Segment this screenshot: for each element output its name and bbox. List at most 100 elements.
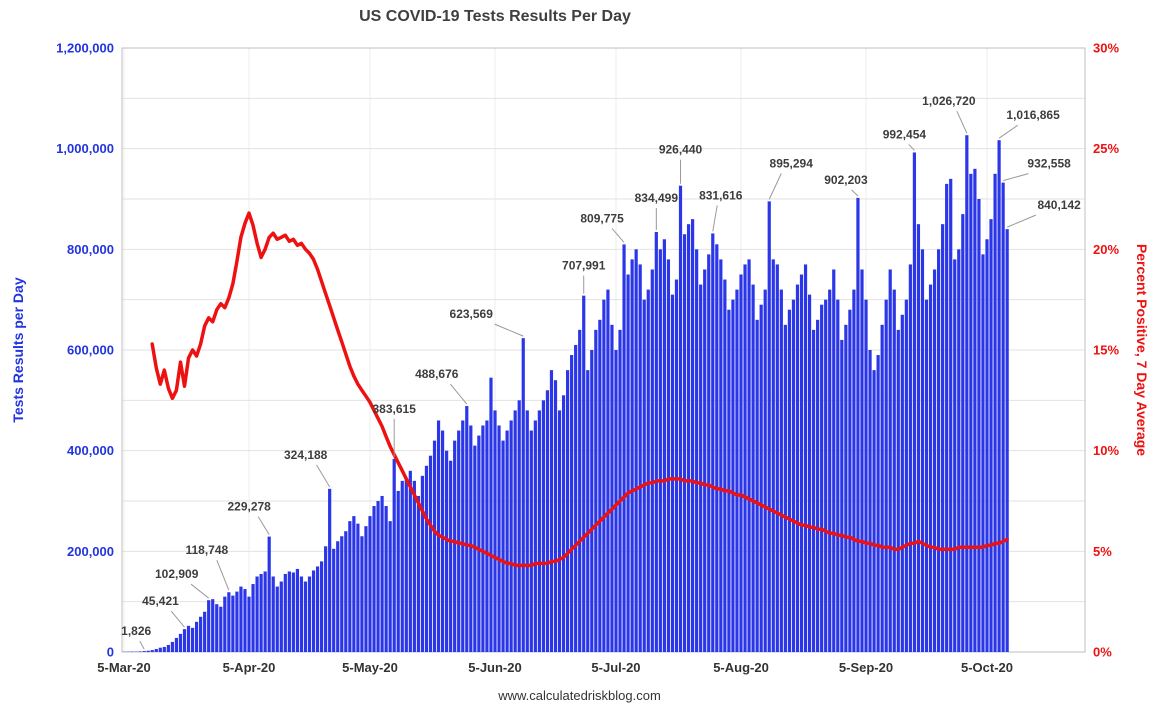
bar [505,430,509,652]
bar [945,183,949,652]
bar [872,370,876,652]
bar [884,299,888,652]
annotation-label: 895,294 [770,156,814,170]
bar [223,596,227,652]
bar [622,244,626,652]
bar [404,478,408,652]
bar [618,329,622,652]
bar [493,410,497,652]
bar [904,299,908,652]
bar [162,646,166,652]
bar [634,249,638,652]
bar [247,596,251,652]
bar [876,355,880,652]
bar [408,470,412,652]
y-right-tick-label: 30% [1093,41,1119,56]
bar [412,480,416,652]
bar [682,234,687,653]
y-left-tick-label: 0 [107,645,114,660]
bar [182,629,187,652]
annotation-label: 707,991 [562,259,606,273]
bar [440,430,445,652]
bar [194,621,199,652]
bar [525,410,529,652]
bar [731,299,735,652]
bar [243,589,247,652]
annotation-leader [316,464,331,488]
bar [158,647,162,652]
bar [517,400,521,652]
bar [811,329,816,652]
bar [553,380,558,652]
x-tick-label: 5-Aug-20 [713,660,769,675]
annotation-label: 840,142 [1037,198,1081,212]
bar [360,536,364,652]
bar [686,224,691,653]
bar [432,440,437,652]
y-right-tick-label: 15% [1093,343,1119,358]
x-tick-label: 5-Mar-20 [97,660,150,675]
annotation-leader [768,173,782,200]
bar [509,420,513,652]
bar [307,576,312,652]
bar [626,274,630,652]
bar [533,420,537,652]
bar [465,406,469,652]
bar [856,197,860,652]
bar [767,201,771,652]
bar [574,344,578,652]
bar [844,324,848,652]
bar [138,651,142,652]
bar [755,319,759,652]
bar [428,455,433,652]
bar [666,259,671,652]
bar [445,450,449,652]
bar [787,309,791,652]
bar [537,410,541,652]
bar [912,152,917,652]
bar [816,319,820,652]
y-left-tick-label: 400,000 [67,443,114,458]
bar [783,324,787,652]
annotation-leader [449,383,468,405]
bar [719,259,723,652]
bar [961,214,965,652]
annotation-label: 488,676 [415,367,459,381]
bar [275,586,279,652]
bar [739,274,743,652]
bar [598,319,602,652]
bar [235,591,239,652]
bar [336,541,340,652]
y-left-tick-label: 1,200,000 [56,41,114,56]
bar [662,239,666,652]
bar [396,490,400,652]
bar [900,314,904,652]
annotation-leader [257,516,270,535]
bar [743,264,747,652]
bar [997,140,1001,652]
y-right-tick-label: 25% [1093,141,1119,156]
x-tick-label: 5-Jul-20 [591,660,640,675]
bar [332,548,336,652]
chart-title: US COVID-19 Tests Results Per Day [359,8,631,25]
annotation-label: 809,775 [580,211,624,225]
annotation-label: 623,569 [450,307,494,321]
bar [219,606,223,652]
bar [691,219,695,652]
bar [207,600,211,652]
watermark: www.calculatedriskblog.com [498,688,661,703]
bar [461,420,465,652]
bar [606,289,610,652]
bar [602,299,606,652]
bar [186,625,191,652]
positivity-line [150,211,1009,568]
bar [590,350,594,652]
bar [860,269,864,652]
bar [549,370,554,652]
annotation-leader [998,124,1019,139]
annotation-label: 831,616 [699,188,743,202]
bar [557,410,562,652]
bar [868,350,872,652]
